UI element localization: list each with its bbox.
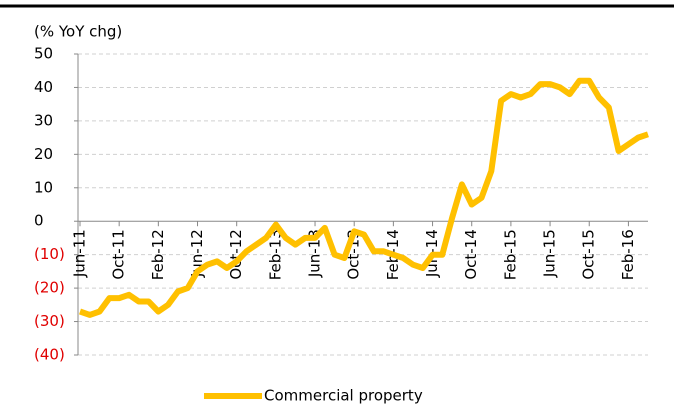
x-tick-label: Feb-13 — [266, 229, 284, 280]
y-tick-label: 40 — [34, 78, 53, 96]
x-tick-label: Feb-15 — [501, 229, 519, 280]
data-line — [79, 77, 649, 318]
y-tick-label: 10 — [34, 178, 53, 196]
chart-title: (% YoY chg) — [34, 23, 122, 41]
x-tick-label: Oct-11 — [110, 229, 128, 279]
x-tick-label: Oct-14 — [462, 229, 480, 279]
legend-label: Commercial property — [264, 387, 423, 405]
y-tick-label: (20) — [34, 279, 65, 297]
y-tick-label: (10) — [34, 245, 65, 263]
y-tick-label: (30) — [34, 312, 65, 330]
x-tick-label: Jun-11 — [71, 229, 89, 278]
x-tick-label: Jun-13 — [306, 229, 324, 278]
x-tick-label: Feb-16 — [619, 229, 637, 280]
x-tick-label: Oct-15 — [580, 229, 598, 279]
y-tick-label: 0 — [34, 212, 44, 230]
y-tick-label: 20 — [34, 145, 53, 163]
y-tick-label: 30 — [34, 111, 53, 129]
x-tick-label: Feb-12 — [149, 229, 167, 280]
y-tick-label: (40) — [34, 346, 65, 364]
y-tick-label: 50 — [34, 45, 53, 63]
x-tick-label: Jun-15 — [541, 229, 559, 278]
